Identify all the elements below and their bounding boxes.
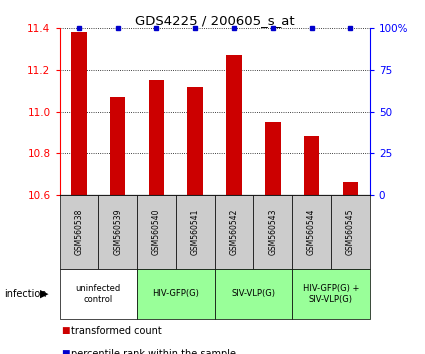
Text: percentile rank within the sample: percentile rank within the sample [71,349,236,354]
Text: transformed count: transformed count [71,326,162,336]
Text: GSM560539: GSM560539 [113,209,122,255]
Text: GSM560541: GSM560541 [191,209,200,255]
Text: ▶: ▶ [40,289,49,299]
Text: HIV-GFP(G) +
SIV-VLP(G): HIV-GFP(G) + SIV-VLP(G) [303,284,359,303]
Text: infection: infection [4,289,47,299]
Text: SIV-VLP(G): SIV-VLP(G) [231,289,275,298]
Bar [304,136,319,195]
Text: GSM560545: GSM560545 [346,209,355,255]
Title: GDS4225 / 200605_s_at: GDS4225 / 200605_s_at [135,14,295,27]
Bar [71,33,87,195]
Text: GSM560540: GSM560540 [152,209,161,255]
Bar [343,182,358,195]
Bar [187,87,203,195]
Text: ■: ■ [61,326,69,335]
Bar [226,55,242,195]
Text: GSM560542: GSM560542 [230,209,238,255]
Text: GSM560538: GSM560538 [74,209,83,255]
Bar [265,122,280,195]
Text: ■: ■ [61,349,69,354]
Text: HIV-GFP(G): HIV-GFP(G) [153,289,199,298]
Text: GSM560544: GSM560544 [307,209,316,255]
Bar [110,97,125,195]
Text: uninfected
control: uninfected control [76,284,121,303]
Bar [149,80,164,195]
Text: GSM560543: GSM560543 [268,209,277,255]
